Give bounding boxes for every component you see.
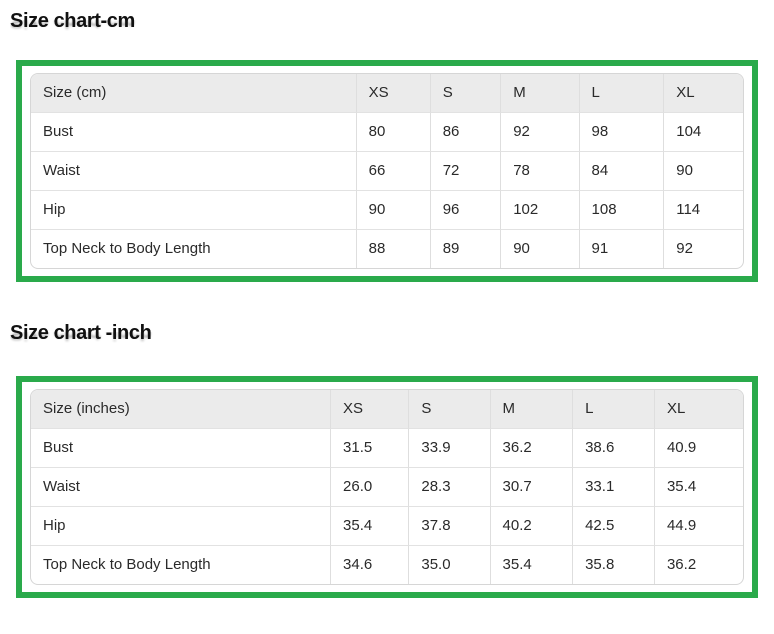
value-cell: 92 [500,112,579,151]
header-cell-s: S [408,390,490,428]
heading-cm-group: Size chart-cm Size chart-cm [10,10,760,44]
heading-inch-group: Size chart -inch Size chart -inch [10,322,760,356]
size-table-cm: Size (cm) XS S M L XL Bust 80 86 92 98 [31,74,743,268]
value-cell: 78 [500,151,579,190]
row-label-cell: Waist [31,467,331,506]
table-row: Top Neck to Body Length 88 89 90 91 92 [31,229,743,268]
table-header-row: Size (inches) XS S M L XL [31,390,743,428]
value-cell: 35.4 [330,506,409,545]
table-row: Top Neck to Body Length 34.6 35.0 35.4 3… [31,545,743,584]
row-label-cell: Hip [31,506,331,545]
value-cell: 80 [355,112,430,151]
header-cell-l: L [578,74,664,112]
row-label-cell: Top Neck to Body Length [31,229,356,268]
row-label-cell: Bust [31,428,331,467]
header-cell-m: M [489,390,573,428]
header-cell-m: M [500,74,579,112]
header-cell-xs: XS [330,390,409,428]
table-row: Hip 35.4 37.8 40.2 42.5 44.9 [31,506,743,545]
value-cell: 104 [663,112,743,151]
table-header-row: Size (cm) XS S M L XL [31,74,743,112]
value-cell: 72 [429,151,501,190]
size-table-inch: Size (inches) XS S M L XL Bust 31.5 33.9… [31,390,743,584]
value-cell: 91 [578,229,664,268]
value-cell: 36.2 [489,428,573,467]
header-cell-xl: XL [663,74,743,112]
size-chart-cm-box: Size (cm) XS S M L XL Bust 80 86 92 98 [16,60,758,282]
value-cell: 90 [500,229,579,268]
value-cell: 40.9 [653,428,743,467]
value-cell: 36.2 [653,545,743,584]
value-cell: 26.0 [330,467,409,506]
size-table-cm-wrapper: Size (cm) XS S M L XL Bust 80 86 92 98 [30,73,744,269]
value-cell: 98 [578,112,664,151]
value-cell: 38.6 [572,428,654,467]
row-label-cell: Waist [31,151,356,190]
value-cell: 30.7 [489,467,573,506]
table-row: Bust 31.5 33.9 36.2 38.6 40.9 [31,428,743,467]
value-cell: 28.3 [408,467,490,506]
table-row: Hip 90 96 102 108 114 [31,190,743,229]
value-cell: 34.6 [330,545,409,584]
value-cell: 66 [355,151,430,190]
heading-inch: Size chart -inch [10,322,152,344]
value-cell: 84 [578,151,664,190]
page: Size chart-cm Size chart-cm Size (cm) XS… [10,10,760,598]
value-cell: 35.4 [489,545,573,584]
heading-cm: Size chart-cm [10,10,135,32]
size-table-inch-wrapper: Size (inches) XS S M L XL Bust 31.5 33.9… [30,389,744,585]
size-chart-inch-box: Size (inches) XS S M L XL Bust 31.5 33.9… [16,376,758,598]
value-cell: 31.5 [330,428,409,467]
value-cell: 90 [355,190,430,229]
value-cell: 35.4 [653,467,743,506]
value-cell: 89 [429,229,501,268]
value-cell: 108 [578,190,664,229]
row-label-cell: Bust [31,112,356,151]
value-cell: 35.8 [572,545,654,584]
row-label-cell: Top Neck to Body Length [31,545,331,584]
value-cell: 114 [663,190,743,229]
header-cell-size: Size (cm) [31,74,356,112]
value-cell: 37.8 [408,506,490,545]
header-cell-xs: XS [355,74,430,112]
table-row: Bust 80 86 92 98 104 [31,112,743,151]
table-row: Waist 26.0 28.3 30.7 33.1 35.4 [31,467,743,506]
table-row: Waist 66 72 78 84 90 [31,151,743,190]
value-cell: 35.0 [408,545,490,584]
header-cell-size: Size (inches) [31,390,331,428]
value-cell: 42.5 [572,506,654,545]
header-cell-xl: XL [653,390,743,428]
value-cell: 92 [663,229,743,268]
value-cell: 33.1 [572,467,654,506]
header-cell-l: L [572,390,654,428]
value-cell: 33.9 [408,428,490,467]
value-cell: 40.2 [489,506,573,545]
value-cell: 102 [500,190,579,229]
value-cell: 96 [429,190,501,229]
value-cell: 86 [429,112,501,151]
value-cell: 88 [355,229,430,268]
row-label-cell: Hip [31,190,356,229]
header-cell-s: S [429,74,501,112]
value-cell: 44.9 [653,506,743,545]
value-cell: 90 [663,151,743,190]
